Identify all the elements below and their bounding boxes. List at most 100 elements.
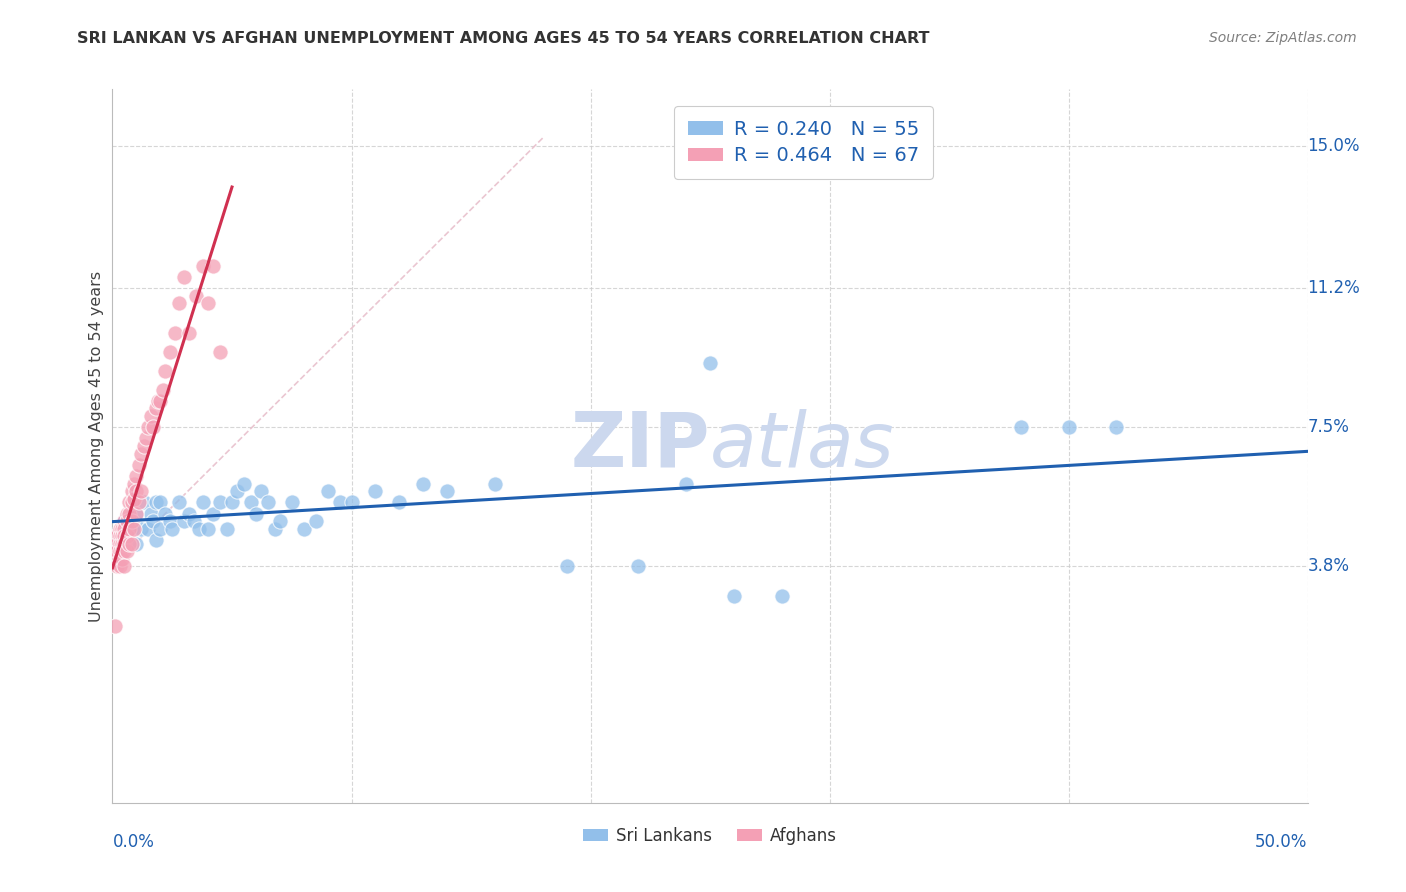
Point — [225, 484, 247, 499]
Point — [217, 522, 239, 536]
Point — [153, 364, 176, 378]
Point — [197, 296, 219, 310]
Point — [187, 522, 209, 536]
Point — [145, 401, 167, 416]
Point — [114, 514, 135, 528]
Point — [111, 551, 134, 566]
Point — [121, 536, 143, 550]
Point — [125, 507, 148, 521]
Point — [121, 514, 143, 528]
Point — [114, 559, 135, 574]
Point — [169, 495, 191, 509]
Point — [173, 514, 195, 528]
Point — [108, 559, 131, 574]
Point — [115, 544, 138, 558]
Point — [257, 495, 280, 509]
Point — [186, 289, 208, 303]
Point — [115, 514, 138, 528]
Point — [699, 356, 721, 370]
Point — [723, 589, 745, 603]
Point — [114, 529, 135, 543]
Point — [142, 514, 165, 528]
Text: ZIP: ZIP — [571, 409, 710, 483]
Point — [105, 529, 128, 543]
Point — [264, 522, 287, 536]
Point — [555, 559, 578, 574]
Text: 0.0%: 0.0% — [112, 833, 155, 851]
Point — [159, 514, 181, 528]
Point — [197, 522, 219, 536]
Point — [163, 326, 186, 341]
Text: atlas: atlas — [710, 409, 894, 483]
Point — [108, 536, 131, 550]
Point — [1057, 420, 1080, 434]
Point — [177, 507, 200, 521]
Point — [627, 559, 650, 574]
Point — [114, 522, 135, 536]
Point — [125, 536, 148, 550]
Text: Source: ZipAtlas.com: Source: ZipAtlas.com — [1209, 31, 1357, 45]
Y-axis label: Unemployment Among Ages 45 to 54 years: Unemployment Among Ages 45 to 54 years — [89, 270, 104, 622]
Point — [201, 259, 224, 273]
Point — [121, 522, 143, 536]
Point — [118, 495, 141, 509]
Point — [159, 345, 181, 359]
Text: SRI LANKAN VS AFGHAN UNEMPLOYMENT AMONG AGES 45 TO 54 YEARS CORRELATION CHART: SRI LANKAN VS AFGHAN UNEMPLOYMENT AMONG … — [77, 31, 929, 46]
Point — [132, 495, 155, 509]
Point — [128, 495, 150, 509]
Point — [177, 326, 200, 341]
Point — [128, 458, 150, 472]
Point — [340, 495, 363, 509]
Point — [108, 529, 131, 543]
Point — [1105, 420, 1128, 434]
Point — [484, 476, 506, 491]
Point — [105, 559, 128, 574]
Point — [770, 589, 793, 603]
Point — [135, 432, 157, 446]
Point — [201, 507, 224, 521]
Point — [183, 514, 205, 528]
Point — [111, 522, 134, 536]
Point — [139, 507, 162, 521]
Point — [122, 491, 145, 506]
Point — [1010, 420, 1032, 434]
Point — [149, 393, 172, 408]
Point — [129, 446, 152, 460]
Point — [138, 420, 160, 434]
Point — [104, 529, 127, 543]
Point — [104, 551, 127, 566]
Point — [105, 544, 128, 558]
Point — [125, 507, 148, 521]
Point — [153, 507, 176, 521]
Point — [233, 476, 256, 491]
Point — [111, 544, 134, 558]
Point — [122, 476, 145, 491]
Point — [240, 495, 263, 509]
Point — [121, 484, 143, 499]
Point — [162, 522, 183, 536]
Point — [121, 495, 143, 509]
Point — [316, 484, 339, 499]
Point — [145, 495, 167, 509]
Point — [115, 507, 138, 521]
Point — [364, 484, 387, 499]
Point — [388, 495, 411, 509]
Point — [108, 551, 131, 566]
Point — [329, 495, 352, 509]
Point — [193, 259, 215, 273]
Point — [125, 469, 148, 483]
Point — [108, 544, 131, 558]
Point — [209, 495, 232, 509]
Point — [269, 514, 291, 528]
Point — [118, 507, 141, 521]
Point — [104, 619, 127, 633]
Point — [169, 296, 191, 310]
Point — [108, 522, 131, 536]
Point — [173, 270, 195, 285]
Point — [149, 495, 172, 509]
Text: 7.5%: 7.5% — [1308, 418, 1350, 436]
Legend: Sri Lankans, Afghans: Sri Lankans, Afghans — [576, 821, 844, 852]
Point — [132, 439, 155, 453]
Point — [292, 522, 315, 536]
Point — [209, 345, 232, 359]
